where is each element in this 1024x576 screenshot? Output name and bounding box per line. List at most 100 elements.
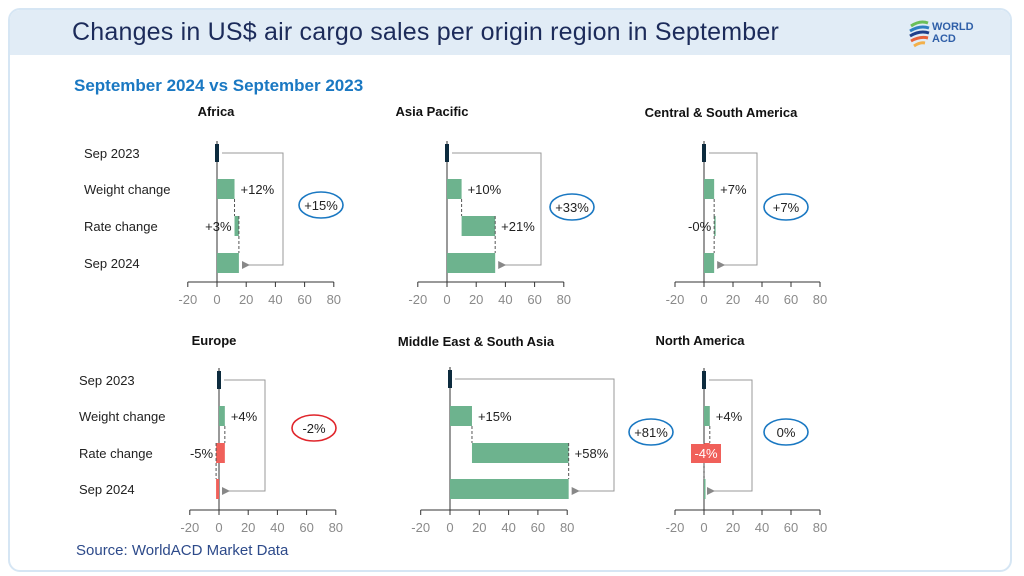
header-bar: Changes in US$ air cargo sales per origi… xyxy=(10,10,1010,55)
bar-sep-2024 xyxy=(447,253,496,273)
total-bracket-arrow xyxy=(222,379,266,495)
panel-title: North America xyxy=(655,333,745,348)
total-change-circle xyxy=(291,414,337,442)
bar-sep-2023 xyxy=(215,144,219,162)
x-tick-label: 0 xyxy=(215,520,222,535)
total-change-circle xyxy=(628,418,674,446)
logo-text: WORLD ACD xyxy=(932,21,974,45)
x-tick-label: 60 xyxy=(527,292,541,307)
x-tick-label: 40 xyxy=(270,520,284,535)
total-change-label: +33% xyxy=(555,200,589,215)
globe-stripes-icon xyxy=(909,20,930,48)
row-label: Weight change xyxy=(84,182,171,197)
x-tick-label: 20 xyxy=(726,520,740,535)
row-label: Sep 2023 xyxy=(79,373,135,388)
rate-change-label: +3% xyxy=(205,219,232,234)
x-tick-label: 80 xyxy=(327,292,341,307)
x-tick-label: 80 xyxy=(329,520,343,535)
x-tick-label: 60 xyxy=(531,520,545,535)
x-tick-label: 60 xyxy=(784,520,798,535)
total-change-circle xyxy=(763,418,809,446)
x-tick-label: 20 xyxy=(469,292,483,307)
weight-change-label: +15% xyxy=(478,409,512,424)
panel-central-south-america: Central & South America -20 0 20 40 60 80 +7% -0… xyxy=(645,105,828,307)
x-tick-label: 80 xyxy=(557,292,571,307)
x-tick-label: 60 xyxy=(299,520,313,535)
row-label: Rate change xyxy=(84,219,158,234)
bar-sep-2024 xyxy=(704,479,706,499)
x-tick-label: 80 xyxy=(813,292,827,307)
x-tick-label: -20 xyxy=(666,520,685,535)
bar-rate-change xyxy=(461,216,496,236)
total-bracket-arrow xyxy=(455,378,615,495)
slide-frame: Changes in US$ air cargo sales per origi… xyxy=(8,8,1012,572)
panel-north-america: North America -20 0 20 40 60 80 +4% -4% 0% xyxy=(655,333,827,535)
source-note: Source: WorldACD Market Data xyxy=(76,542,289,559)
bar-weight-change xyxy=(219,406,225,426)
bar-sep-2024 xyxy=(704,253,715,273)
total-change-label: +7% xyxy=(773,200,800,215)
bar-sep-2023 xyxy=(702,144,706,162)
weight-change-label: +12% xyxy=(241,182,275,197)
worldacd-logo: WORLD ACD xyxy=(908,18,998,52)
x-tick-label: 40 xyxy=(498,292,512,307)
row-label: Sep 2024 xyxy=(79,482,135,497)
x-tick-label: 0 xyxy=(213,292,220,307)
total-change-label: +15% xyxy=(304,198,338,213)
bar-sep-2023 xyxy=(445,144,449,162)
x-tick-label: 20 xyxy=(726,292,740,307)
rate-change-label: -5% xyxy=(190,446,214,461)
total-bracket-arrow xyxy=(452,152,542,269)
total-bracket-arrow xyxy=(709,152,758,269)
total-bracket-arrow xyxy=(707,379,753,495)
row-label: Weight change xyxy=(79,409,166,424)
bar-sep-2024 xyxy=(217,253,239,273)
panel-title: Europe xyxy=(192,333,237,348)
bar-rate-change xyxy=(714,216,716,236)
x-tick-label: -20 xyxy=(411,520,430,535)
row-label: Sep 2024 xyxy=(84,256,140,271)
weight-change-label: +10% xyxy=(468,182,502,197)
bar-rate-change xyxy=(234,216,239,236)
panel-title: Africa xyxy=(198,104,236,119)
bar-sep-2023 xyxy=(448,370,452,388)
bar-weight-change xyxy=(450,406,472,426)
rate-change-label: +21% xyxy=(501,219,535,234)
x-tick-label: 60 xyxy=(784,292,798,307)
x-tick-label: 0 xyxy=(700,292,707,307)
row-label: Sep 2023 xyxy=(84,146,140,161)
total-change-circle xyxy=(549,193,595,221)
rate-change-label: -4% xyxy=(694,446,718,461)
bar-rate-change xyxy=(216,443,225,463)
bar-weight-change xyxy=(704,179,715,199)
total-change-label: 0% xyxy=(777,425,796,440)
rate-change-label: -0% xyxy=(688,219,712,234)
bar-sep-2024 xyxy=(450,479,569,499)
panel-africa: Africa Sep 2023 Weight change Rate change Se… xyxy=(84,104,344,307)
panel-asia-pacific: Asia Pacific -20 0 20 40 60 80 +10% +21% +33% xyxy=(396,104,595,307)
panel-middle-east-south-asia: Middle East & South Asia -20 0 20 40 60 80 +15%… xyxy=(398,334,674,535)
panel-europe: Europe Sep 2023 Weight change Rate change Se… xyxy=(79,333,343,535)
rate-change-label: +58% xyxy=(575,446,609,461)
bar-weight-change xyxy=(217,179,235,199)
x-tick-label: 0 xyxy=(446,520,453,535)
x-tick-label: -20 xyxy=(180,520,199,535)
x-tick-label: 80 xyxy=(813,520,827,535)
page-title: Changes in US$ air cargo sales per origi… xyxy=(72,18,780,46)
total-bracket-arrow xyxy=(222,152,284,269)
x-tick-label: 20 xyxy=(239,292,253,307)
x-tick-label: 40 xyxy=(755,292,769,307)
x-tick-label: 40 xyxy=(268,292,282,307)
x-tick-label: 60 xyxy=(297,292,311,307)
x-tick-label: 20 xyxy=(472,520,486,535)
x-tick-label: 20 xyxy=(241,520,255,535)
total-change-label: +81% xyxy=(634,425,668,440)
total-change-circle xyxy=(298,191,344,219)
x-tick-label: 0 xyxy=(443,292,450,307)
chart-subtitle: September 2024 vs September 2023 xyxy=(74,76,364,95)
x-tick-label: 0 xyxy=(700,520,707,535)
x-tick-label: 40 xyxy=(755,520,769,535)
weight-change-label: +7% xyxy=(720,182,747,197)
bar-sep-2024 xyxy=(216,479,219,499)
